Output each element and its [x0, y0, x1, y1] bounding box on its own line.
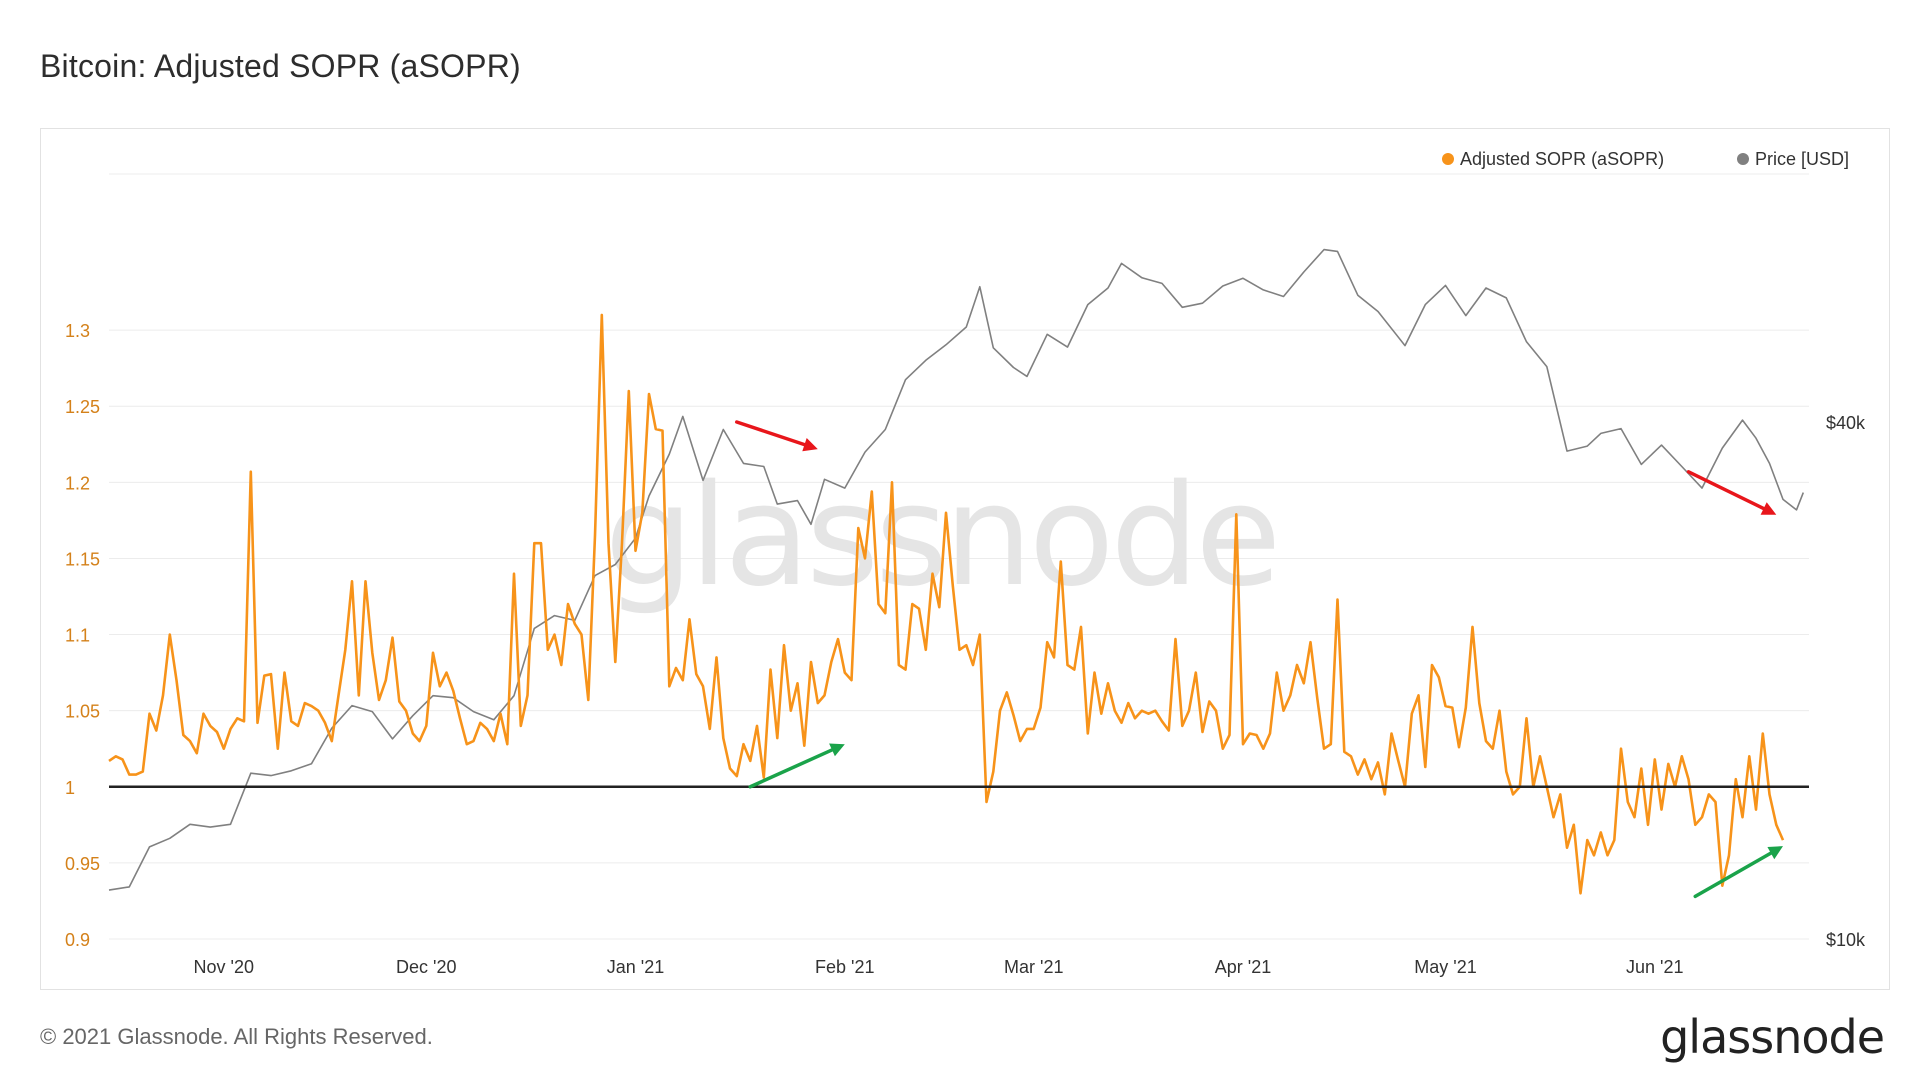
y-left-tick-label: 1.1 — [65, 626, 90, 646]
chart-frame: glassnode 0.9 0.95 1 1.05 1.1 1.15 1.2 1.25 1.3 $1… — [40, 128, 1890, 990]
x-tick-label: Apr '21 — [1215, 957, 1271, 977]
arrow-shaft — [735, 420, 807, 447]
y-left-tick-label: 1 — [65, 778, 75, 798]
arrow-head — [1767, 846, 1783, 860]
copyright-text: © 2021 Glassnode. All Rights Reserved. — [40, 1024, 433, 1049]
red-arrow-annotation — [735, 420, 818, 452]
y-left-tick-label: 1.3 — [65, 321, 90, 341]
asopr-chart: glassnode 0.9 0.95 1 1.05 1.1 1.15 1.2 1.25 1.3 $1… — [65, 149, 1866, 977]
y-left-tick-label: 0.9 — [65, 930, 90, 950]
legend-label: Adjusted SOPR (aSOPR) — [1460, 149, 1664, 169]
y-right-tick-label: $10k — [1826, 930, 1866, 950]
arrow-shaft — [1693, 851, 1773, 899]
green-arrow-annotation — [1693, 846, 1783, 899]
y-left-tick-label: 1.25 — [65, 397, 100, 417]
x-tick-label: Jan '21 — [607, 957, 664, 977]
x-tick-label: Jun '21 — [1626, 957, 1683, 977]
legend-marker — [1442, 153, 1454, 165]
y-left-tick-label: 1.15 — [65, 549, 100, 569]
watermark-text: glassnode — [605, 455, 1278, 618]
y-left-tick-label: 0.95 — [65, 854, 100, 874]
red-arrow-annotation — [1686, 470, 1777, 515]
x-tick-label: Nov '20 — [194, 957, 254, 977]
glassnode-logo[interactable]: glassnode — [1660, 1010, 1885, 1064]
x-tick-label: Mar '21 — [1004, 957, 1063, 977]
y-left-tick-label: 1.05 — [65, 702, 100, 722]
arrow-head — [1760, 502, 1777, 515]
y-left-tick-label: 1.2 — [65, 473, 90, 493]
arrow-head — [802, 438, 818, 452]
arrow-shaft — [748, 748, 834, 789]
arrow-shaft — [1686, 470, 1766, 511]
y-right-tick-label: $40k — [1826, 413, 1866, 433]
asopr-series-line — [108, 313, 1785, 895]
legend-marker — [1737, 153, 1749, 165]
x-tick-label: Feb '21 — [815, 957, 874, 977]
arrow-head — [829, 743, 845, 757]
x-tick-label: May '21 — [1414, 957, 1476, 977]
green-arrow-annotation — [748, 743, 845, 789]
x-tick-label: Dec '20 — [396, 957, 456, 977]
page-title: Bitcoin: Adjusted SOPR (aSOPR) — [40, 48, 521, 84]
chart-legend: Adjusted SOPR (aSOPR) Price [USD] — [1442, 149, 1849, 169]
legend-label: Price [USD] — [1755, 149, 1849, 169]
